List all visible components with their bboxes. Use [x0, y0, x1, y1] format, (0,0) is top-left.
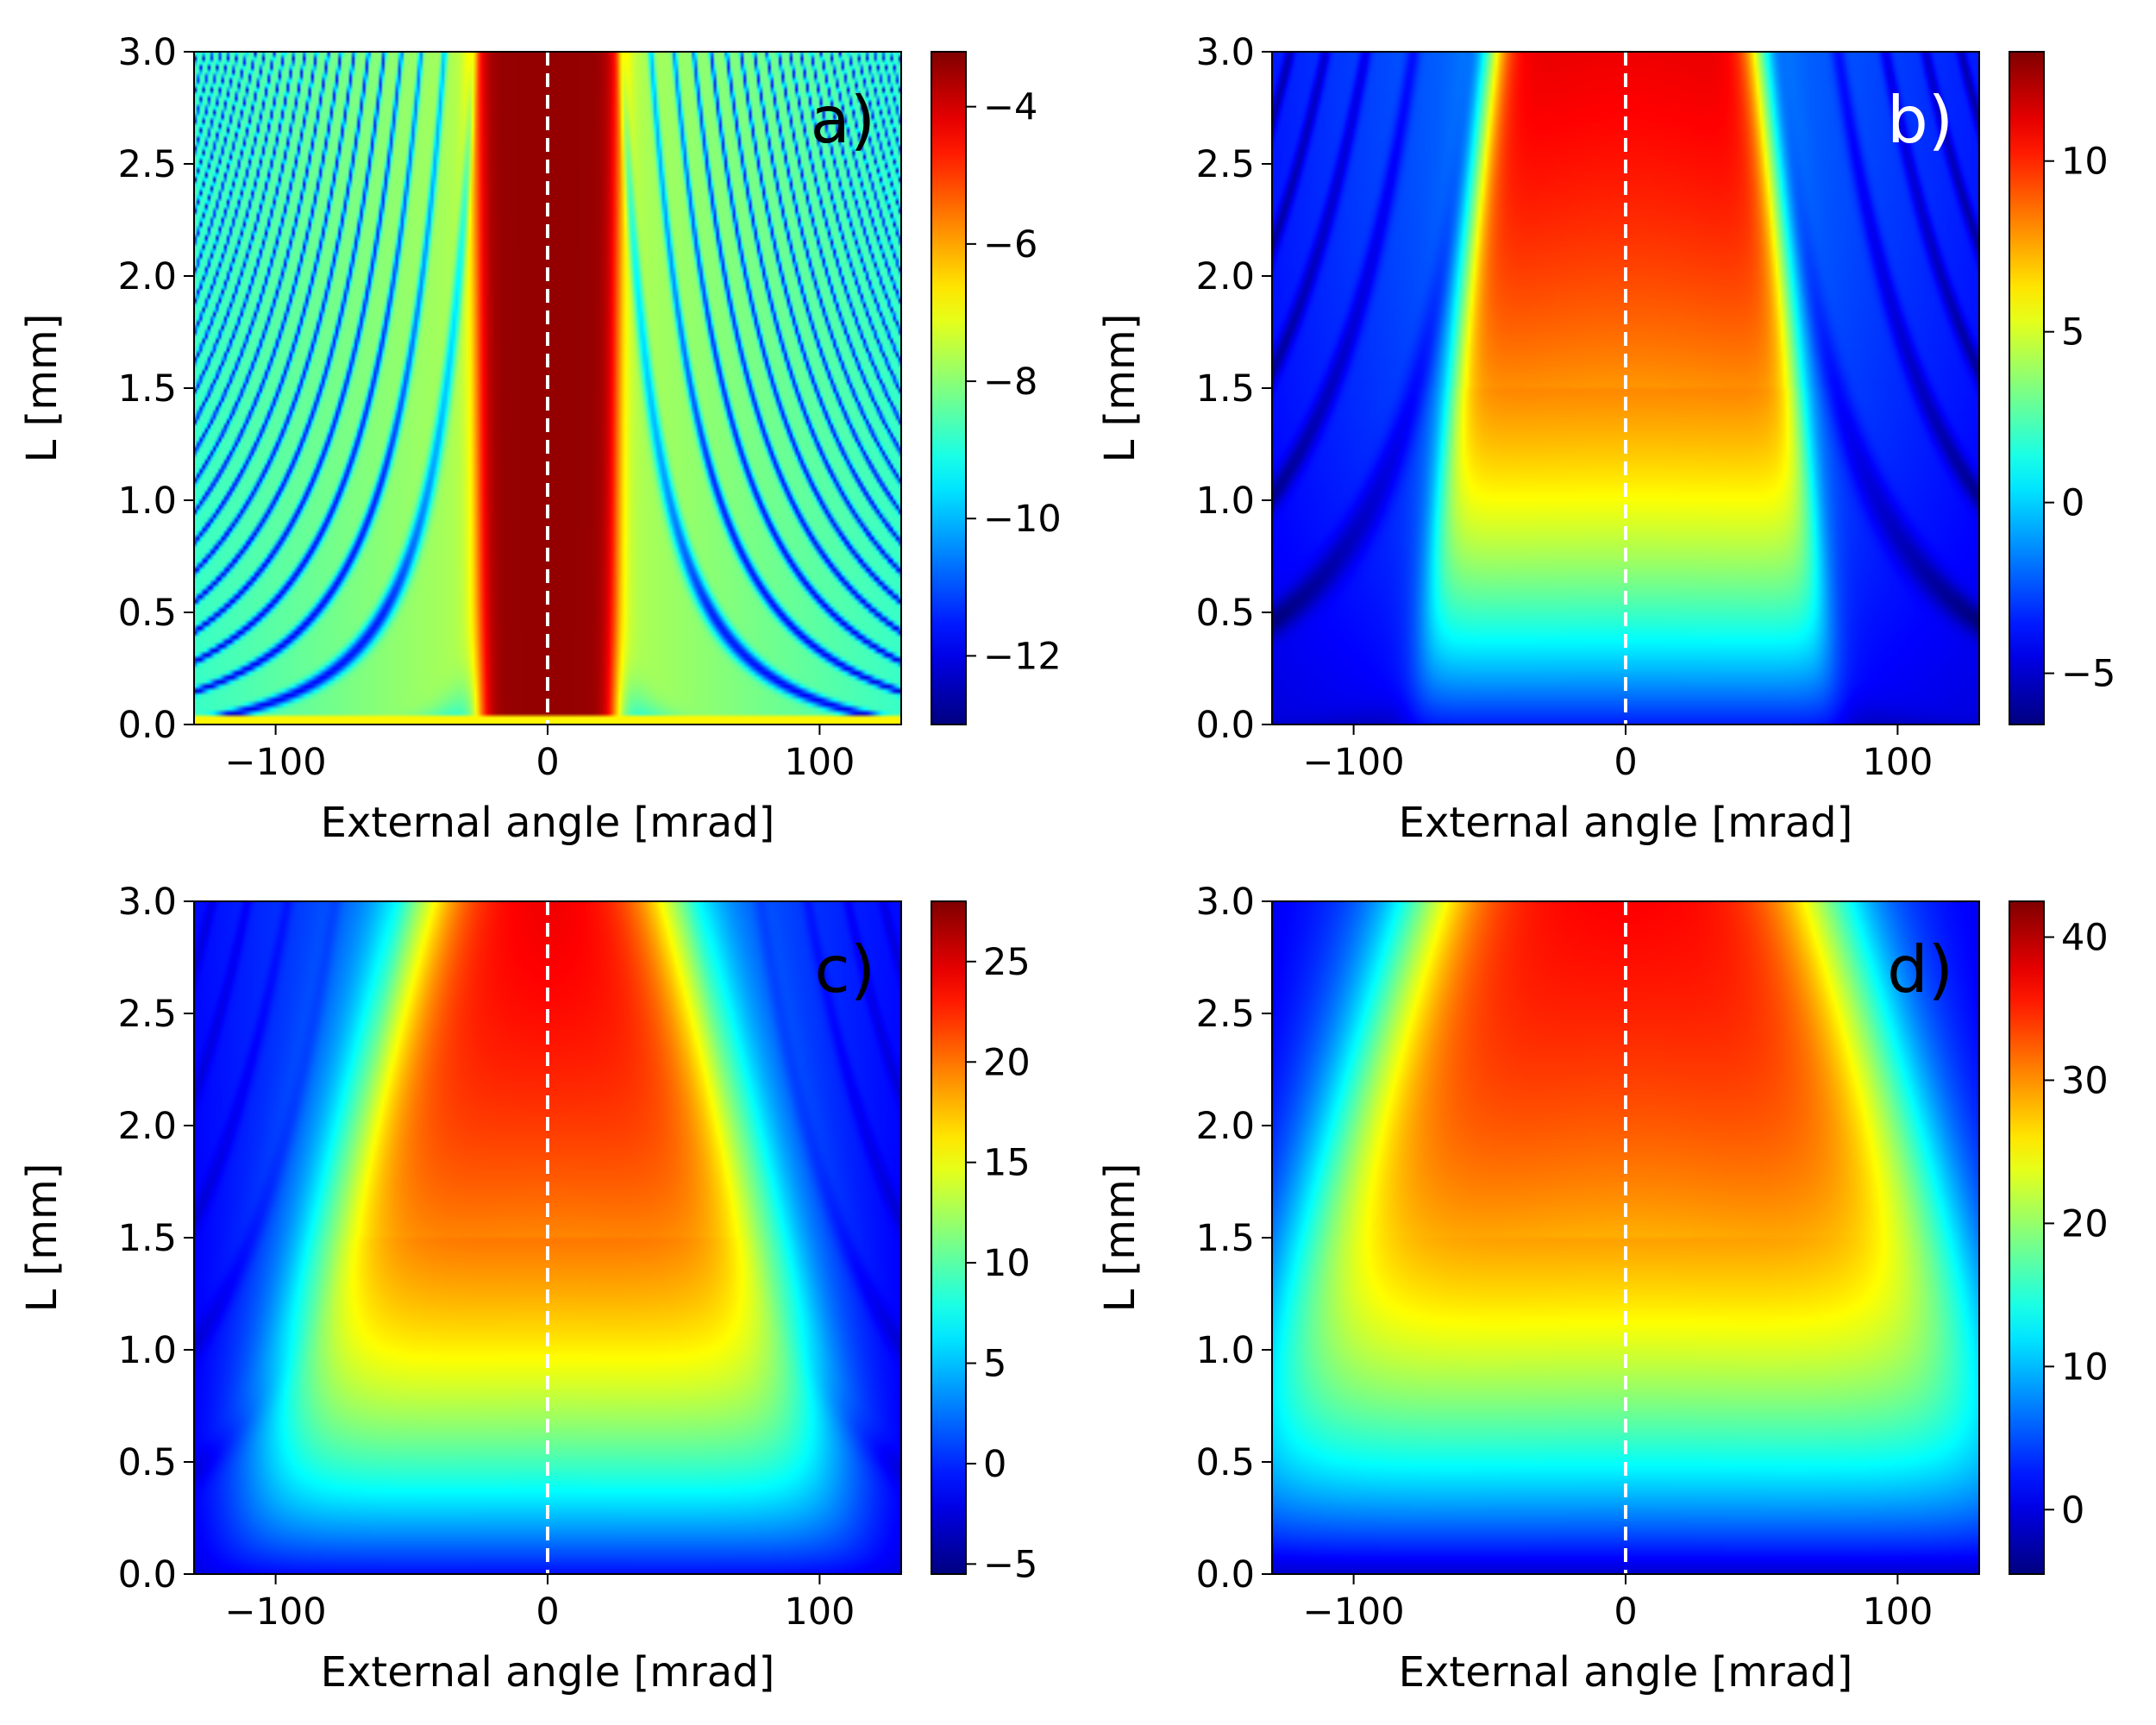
colorbar	[2009, 51, 2045, 725]
colorbar-tick-label: −12	[983, 635, 1062, 678]
y-tick-label: 2.5	[1196, 993, 1255, 1036]
x-tick-label: 0	[536, 1590, 559, 1634]
colorbar-tick-label: 40	[2061, 916, 2109, 959]
y-tick-label: 1.5	[1196, 367, 1255, 411]
y-axis-title: L [mm]	[1096, 1164, 1144, 1313]
colorbar-tick-label: 5	[2061, 311, 2084, 354]
colorbar-tick-label: 20	[983, 1041, 1031, 1084]
colorbar-tick-label: 15	[983, 1142, 1031, 1185]
y-tick-label: 1.5	[1196, 1217, 1255, 1260]
y-tick-label: 3.0	[118, 881, 177, 924]
x-tick-label: 100	[1862, 1590, 1933, 1634]
y-tick-label: 1.0	[1196, 1329, 1255, 1372]
x-axis-title: External angle [mrad]	[321, 799, 775, 847]
colorbar-tick-label: 10	[983, 1242, 1031, 1285]
x-tick-label: 100	[1862, 741, 1933, 784]
y-tick-label: 0.0	[1196, 704, 1255, 747]
colorbar-tick-label: 0	[2061, 1489, 2084, 1532]
y-tick-label: 1.0	[118, 480, 177, 523]
x-tick-label: −100	[225, 1590, 327, 1634]
panel-a: −100 0 100 0.0 0.5 1.0 1.5 2.0 2.5 3.0 External an…	[18, 31, 1062, 847]
y-tick-label: 0.5	[118, 592, 177, 635]
colorbar-tick-label: −5	[2061, 653, 2115, 696]
colorbar-tick-label: 20	[2061, 1202, 2109, 1245]
y-tick-label: 1.0	[1196, 480, 1255, 523]
y-tick-label: 0.5	[1196, 1441, 1255, 1484]
y-tick-label: 0.5	[118, 1441, 177, 1484]
colorbar	[931, 51, 967, 725]
y-axis-title: L [mm]	[18, 1164, 66, 1313]
colorbar-tick-label: 30	[2061, 1059, 2109, 1102]
y-tick-label: 2.0	[1196, 1105, 1255, 1148]
y-tick-label: 3.0	[1196, 31, 1255, 74]
x-tick-label: −100	[225, 741, 327, 784]
y-tick-label: 3.0	[118, 31, 177, 74]
panel-label: b)	[1887, 82, 1953, 158]
y-axis-title: L [mm]	[18, 314, 66, 463]
colorbar-tick-label: 0	[2061, 482, 2084, 525]
y-tick-label: 1.5	[118, 367, 177, 411]
colorbar-tick-label: 10	[2061, 141, 2109, 184]
y-tick-label: 2.0	[1196, 255, 1255, 298]
colorbar-tick-label: −5	[983, 1543, 1037, 1586]
colorbar-tick-label: −4	[983, 86, 1037, 129]
x-tick-label: 100	[784, 741, 855, 784]
y-axis-title: L [mm]	[1096, 314, 1144, 463]
y-tick-label: 2.5	[1196, 143, 1255, 186]
y-tick-label: 2.0	[118, 1105, 177, 1148]
colorbar-tick-label: −10	[983, 498, 1062, 541]
y-tick-label: 0.0	[1196, 1553, 1255, 1596]
x-axis-title: External angle [mrad]	[321, 1648, 775, 1697]
y-tick-label: 0.0	[118, 704, 177, 747]
x-tick-label: 0	[536, 741, 559, 784]
x-tick-label: −100	[1303, 741, 1405, 784]
colorbar	[2009, 900, 2045, 1575]
colorbar-tick-label: −6	[983, 223, 1037, 267]
panel-label: c)	[815, 932, 876, 1007]
colorbar-tick-label: 5	[983, 1343, 1006, 1386]
panel-label: d)	[1887, 932, 1953, 1007]
x-tick-label: 0	[1614, 1590, 1637, 1634]
y-tick-label: 3.0	[1196, 881, 1255, 924]
x-axis-title: External angle [mrad]	[1399, 799, 1853, 847]
colorbar	[931, 900, 967, 1575]
y-tick-label: 1.5	[118, 1217, 177, 1260]
y-tick-label: 2.5	[118, 993, 177, 1036]
y-tick-label: 2.0	[118, 255, 177, 298]
x-tick-label: −100	[1303, 1590, 1405, 1634]
panel-label: a)	[811, 82, 875, 158]
colorbar-tick-label: 10	[2061, 1346, 2109, 1389]
x-tick-label: 0	[1614, 741, 1637, 784]
colorbar-tick-label: 25	[983, 941, 1031, 984]
x-tick-label: 100	[784, 1590, 855, 1634]
y-tick-label: 2.5	[118, 143, 177, 186]
colorbar-tick-label: 0	[983, 1443, 1006, 1486]
y-tick-label: 0.5	[1196, 592, 1255, 635]
colorbar-tick-label: −8	[983, 361, 1037, 404]
y-tick-label: 0.0	[118, 1553, 177, 1596]
y-tick-label: 1.0	[118, 1329, 177, 1372]
x-axis-title: External angle [mrad]	[1399, 1648, 1853, 1697]
